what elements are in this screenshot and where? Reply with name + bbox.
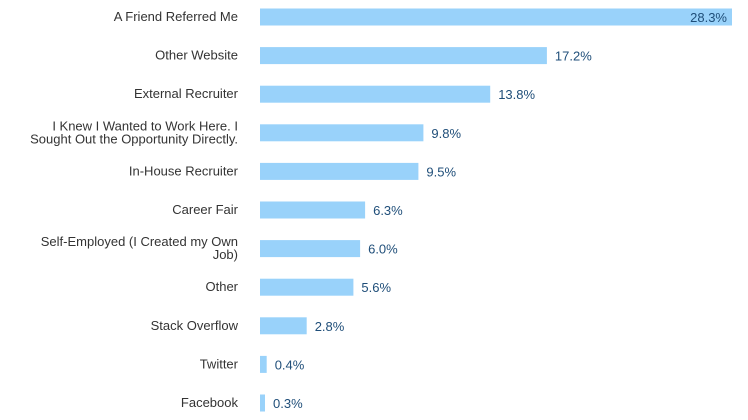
bar-i-knew-i-wanted-to-work-here-i-sought-out-the-opportunity-directly: [260, 124, 424, 142]
category-label-other-website: Other Website: [155, 48, 238, 63]
category-label-external-recruiter: External Recruiter: [134, 86, 239, 101]
bar-external-recruiter: [260, 85, 491, 103]
category-label-career-fair: Career Fair: [172, 202, 238, 217]
value-label-career-fair: 6.3%: [373, 203, 403, 218]
category-label-self-employed-i-created-my-own-job: Self-Employed (I Created my Own Job): [41, 234, 238, 262]
value-label-a-friend-referred-me: 28.3%: [690, 10, 727, 25]
category-label-a-friend-referred-me: A Friend Referred Me: [114, 9, 238, 24]
bar-stack-overflow: [260, 317, 307, 335]
value-label-self-employed-i-created-my-own-job: 6.0%: [368, 242, 398, 257]
value-label-other-website: 17.2%: [555, 49, 592, 64]
value-label-external-recruiter: 13.8%: [498, 87, 535, 102]
bar-other-website: [260, 47, 547, 65]
category-label-twitter: Twitter: [200, 356, 239, 371]
category-label-facebook: Facebook: [181, 395, 239, 410]
category-label-stack-overflow: Stack Overflow: [151, 318, 239, 333]
bar-self-employed-i-created-my-own-job: [260, 240, 361, 258]
bar-twitter: [260, 355, 267, 373]
category-label-i-knew-i-wanted-to-work-here-i-sought-out-the-opportunity-directly: I Knew I Wanted to Work Here. I Sought Ou…: [30, 118, 238, 146]
bar-career-fair: [260, 201, 366, 219]
category-label-in-house-recruiter: In-House Recruiter: [129, 163, 239, 178]
value-label-other: 5.6%: [361, 280, 391, 295]
value-label-stack-overflow: 2.8%: [315, 319, 345, 334]
bar-facebook: [260, 394, 265, 412]
value-label-facebook: 0.3%: [273, 396, 303, 411]
value-label-i-knew-i-wanted-to-work-here-i-sought-out-the-opportunity-directly: 9.8%: [431, 126, 461, 141]
bar-other: [260, 278, 354, 296]
value-label-in-house-recruiter: 9.5%: [426, 164, 456, 179]
bar-a-friend-referred-me: [260, 8, 732, 26]
bar-in-house-recruiter: [260, 162, 419, 180]
category-label-other: Other: [205, 279, 238, 294]
value-label-twitter: 0.4%: [275, 357, 305, 372]
